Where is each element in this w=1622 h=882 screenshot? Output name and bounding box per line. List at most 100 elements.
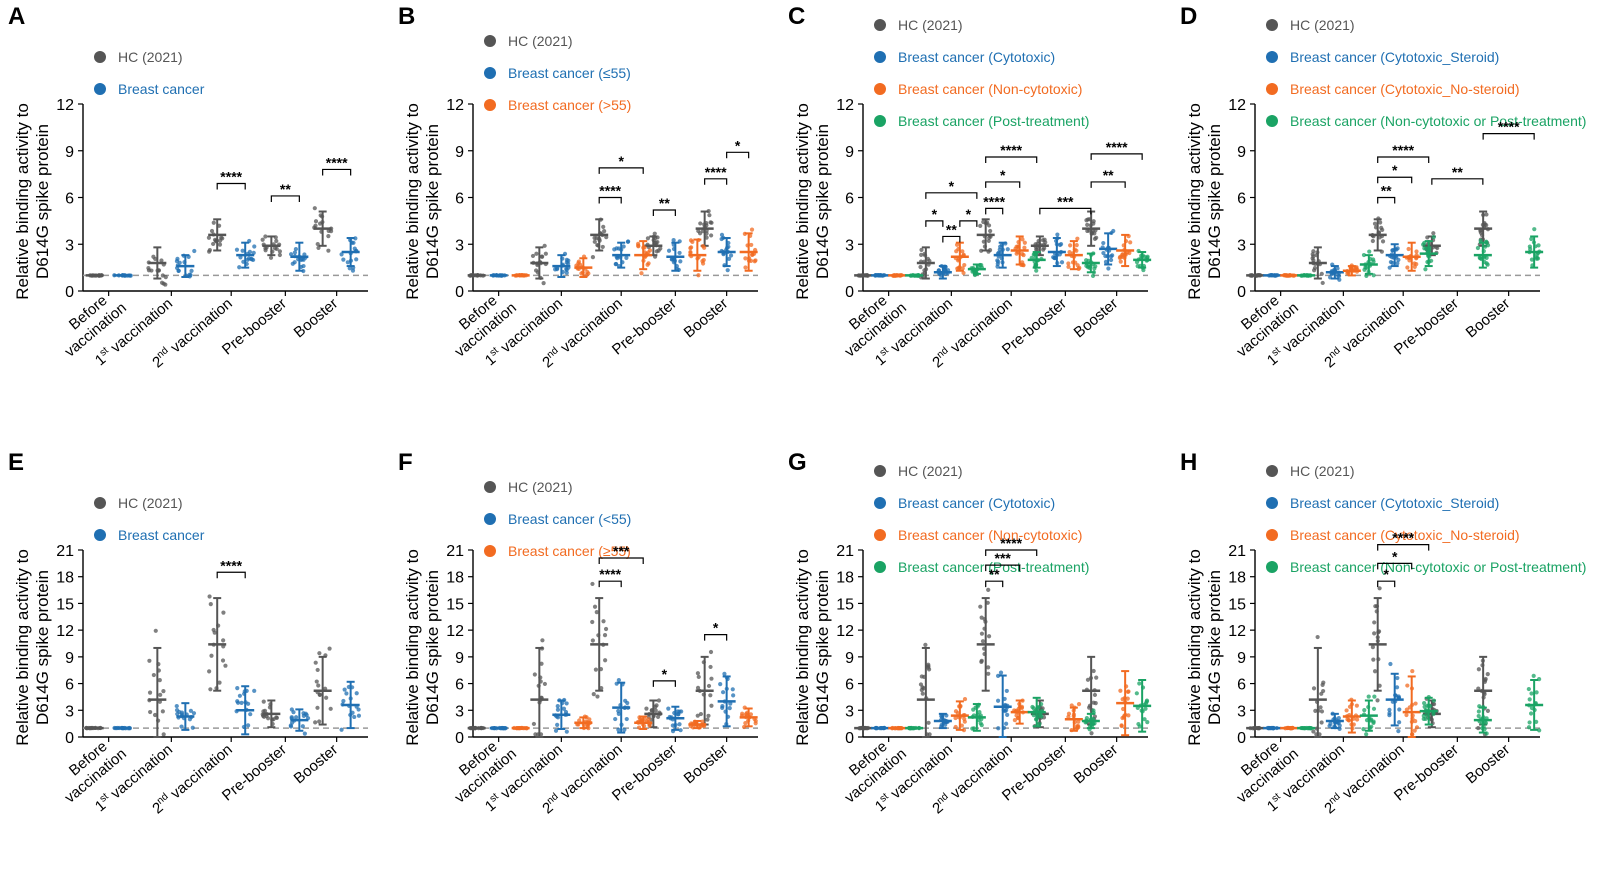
y-tick-label: 3 — [65, 703, 74, 720]
legend-marker — [874, 51, 886, 63]
series-1 — [489, 232, 736, 278]
y-tick-label: 0 — [845, 284, 854, 301]
y-tick-label: 3 — [845, 237, 854, 254]
significance-bracket: *** — [1039, 193, 1092, 215]
data-point — [1395, 675, 1400, 681]
y-tick-label: 6 — [455, 677, 464, 694]
legend-label: Breast cancer (Cytotoxic_Steroid) — [1290, 495, 1499, 511]
data-point — [960, 266, 965, 271]
data-point — [543, 251, 548, 256]
data-point — [592, 235, 597, 241]
y-tick-label: 12 — [836, 97, 854, 114]
data-point — [1421, 713, 1426, 718]
data-point — [274, 238, 279, 244]
data-point — [1066, 711, 1072, 716]
data-point — [743, 265, 748, 270]
data-point — [1372, 221, 1378, 226]
significance-bracket: **** — [983, 193, 1006, 215]
data-point — [1094, 675, 1099, 680]
data-point — [274, 715, 279, 720]
data-point — [708, 664, 713, 670]
data-point — [1529, 236, 1534, 242]
y-tick-label: 18 — [836, 570, 854, 587]
y-tick-label: 9 — [455, 650, 464, 667]
legend-marker — [874, 465, 886, 477]
data-point — [252, 688, 257, 693]
legend-label: HC (2021) — [1290, 17, 1355, 33]
data-point — [592, 239, 597, 244]
data-point — [561, 706, 567, 711]
significance-label: ** — [946, 221, 957, 237]
data-point — [190, 725, 195, 730]
data-point — [979, 658, 984, 663]
legend-marker — [484, 513, 496, 525]
data-point — [646, 261, 651, 266]
data-point — [1413, 718, 1418, 724]
data-point — [1476, 713, 1481, 719]
panel-f: F HC (2021) Breast cancer (<55) Breast canc… — [398, 449, 758, 817]
y-tick-label: 12 — [56, 623, 74, 640]
data-point — [671, 238, 676, 243]
data-point — [678, 259, 683, 264]
data-point — [625, 239, 631, 244]
data-point — [985, 600, 990, 605]
significance-bracket: **** — [322, 154, 352, 176]
significance-label: * — [662, 666, 668, 682]
panel-letter: H — [1180, 449, 1197, 476]
data-point — [300, 724, 305, 729]
data-point — [344, 691, 349, 696]
data-point — [1344, 708, 1349, 713]
data-point — [918, 682, 924, 687]
data-point — [1075, 263, 1080, 268]
data-point — [654, 249, 659, 254]
data-point — [1406, 246, 1411, 252]
x-tick-label: Booster — [1463, 741, 1514, 787]
significance-label: * — [735, 137, 741, 153]
data-point — [1106, 266, 1111, 271]
data-point — [623, 698, 628, 703]
data-point — [1537, 728, 1542, 733]
data-point — [1094, 235, 1099, 240]
data-point — [175, 711, 180, 717]
data-point — [188, 708, 194, 713]
data-point — [352, 714, 357, 720]
y-tick-label: 3 — [455, 703, 464, 720]
legend-label: Breast cancer (>55) — [508, 97, 631, 113]
legend-label: Breast cancer (Cytotoxic) — [898, 495, 1055, 511]
data-point — [1362, 708, 1367, 713]
data-point — [602, 633, 608, 638]
data-point — [313, 219, 319, 224]
y-tick-label: 12 — [1228, 623, 1246, 640]
data-point — [1310, 252, 1315, 257]
data-point — [1091, 708, 1096, 713]
data-point — [998, 670, 1004, 675]
data-point — [689, 245, 694, 250]
significance-bracket: ** — [1090, 167, 1126, 188]
data-point — [1388, 259, 1393, 265]
data-point — [1377, 586, 1382, 591]
series-0 — [467, 581, 714, 738]
data-point — [986, 634, 992, 639]
data-point — [1371, 706, 1377, 711]
data-point — [341, 257, 346, 262]
data-point — [695, 685, 701, 690]
data-point — [191, 711, 197, 716]
data-point — [923, 642, 928, 648]
series-2 — [511, 227, 758, 278]
data-point — [616, 708, 621, 714]
data-point — [146, 266, 151, 271]
series-0 — [1246, 586, 1493, 738]
significance-bracket: ** — [652, 195, 676, 216]
data-point — [1118, 688, 1123, 693]
data-point — [208, 601, 213, 607]
data-point — [1387, 713, 1392, 718]
data-point — [1075, 236, 1080, 241]
data-point — [301, 713, 306, 719]
data-point — [749, 227, 755, 232]
significance-label: **** — [705, 164, 727, 180]
y-tick-label: 3 — [1237, 703, 1246, 720]
data-point — [1084, 258, 1089, 263]
data-point — [248, 712, 253, 717]
data-point — [1404, 707, 1409, 712]
data-point — [601, 619, 606, 624]
